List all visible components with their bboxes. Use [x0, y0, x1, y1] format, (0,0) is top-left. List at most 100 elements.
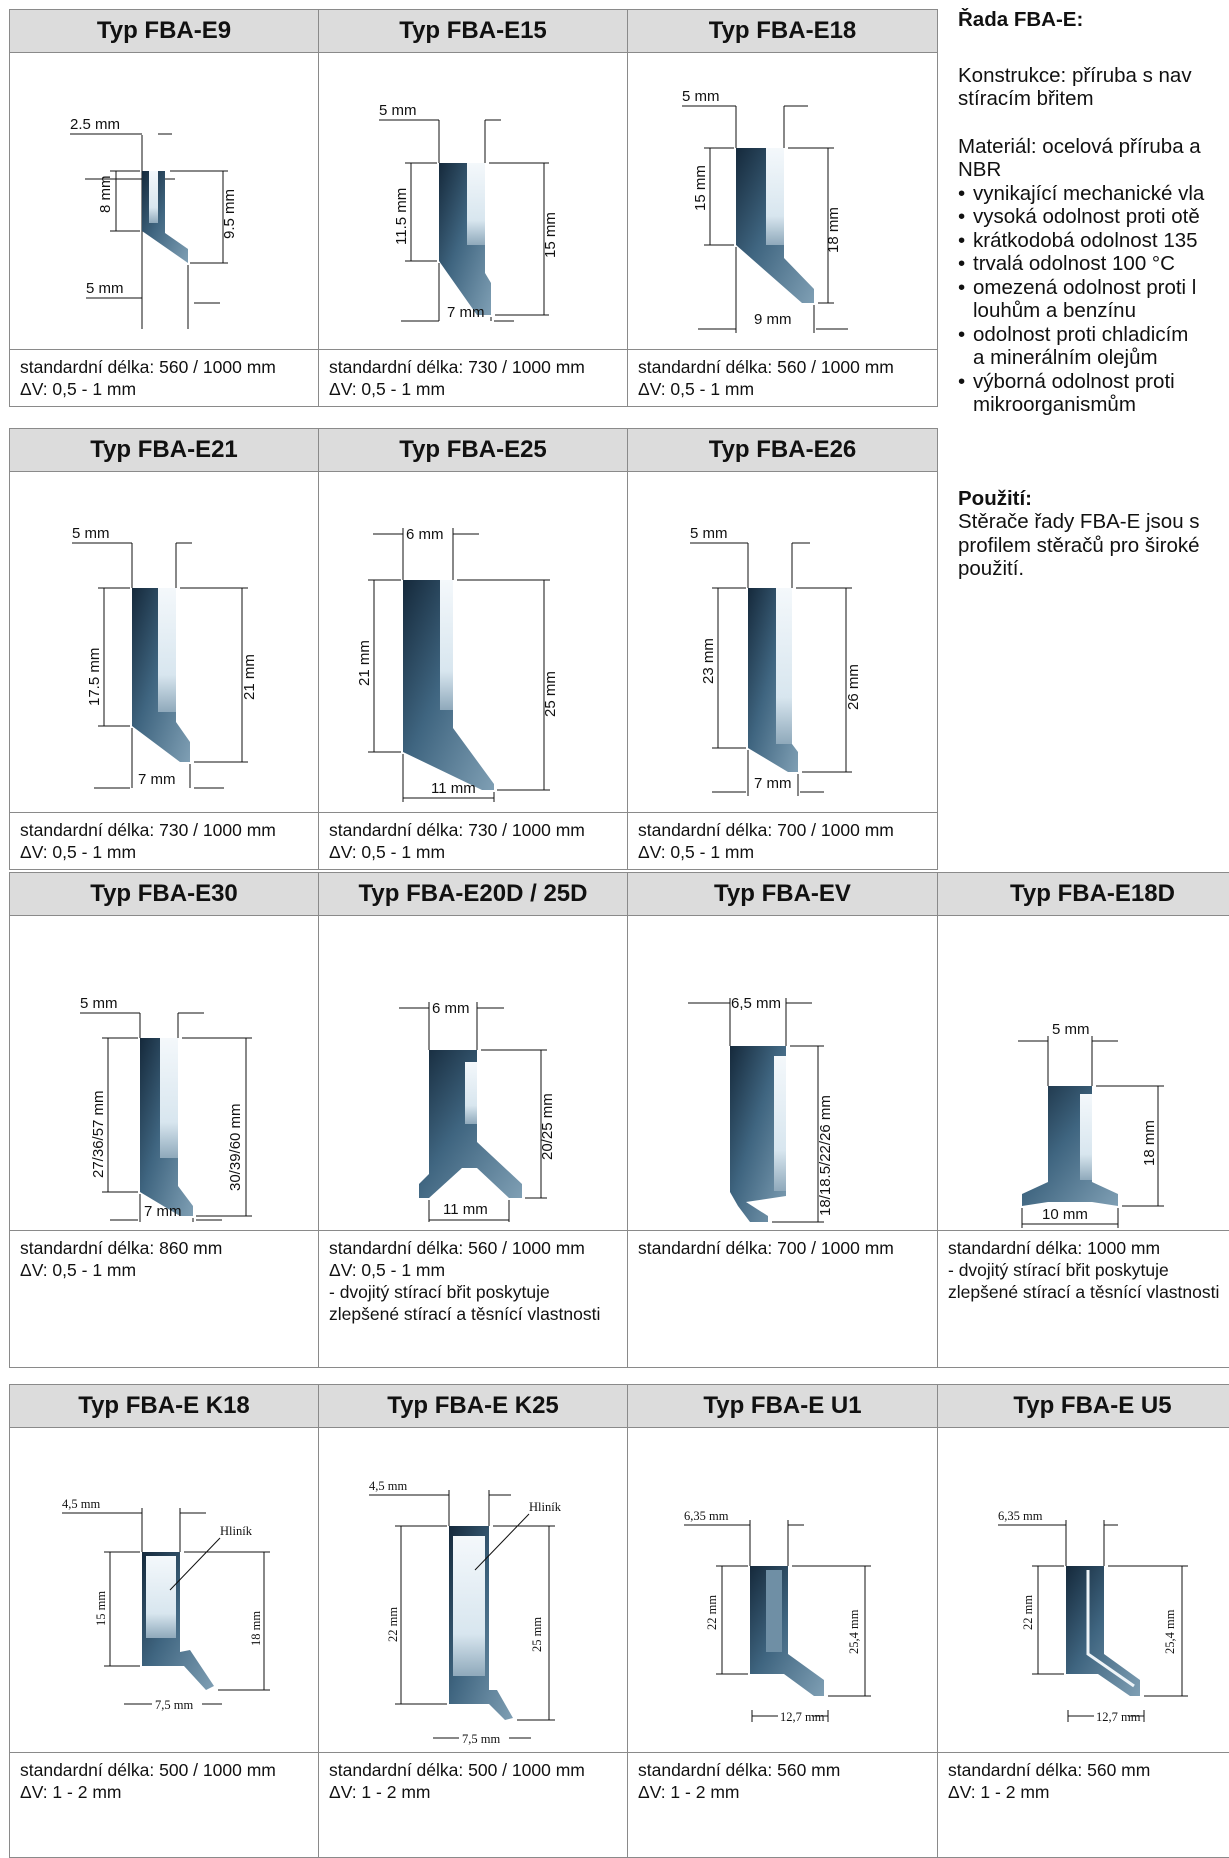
profile-drawing-u1: 6,35 mm 22 mm 25,4 mm 12,7 mm: [628, 1428, 938, 1753]
svg-text:6 mm: 6 mm: [432, 1000, 470, 1017]
svg-text:Hliník: Hliník: [529, 1500, 562, 1514]
svg-text:5 mm: 5 mm: [86, 280, 124, 297]
profile-title: Typ FBA-E9: [10, 10, 319, 53]
profile-specs: standardní délka: 730 / 1000 mm ΔV: 0,5 …: [10, 813, 319, 870]
usage-text: Stěrače řady FBA-E jsou s: [958, 510, 1229, 534]
profile-specs: standardní délka: 500 / 1000 mm ΔV: 1 - …: [319, 1753, 628, 1858]
svg-text:Hliník: Hliník: [220, 1524, 253, 1538]
profile-title: Typ FBA-E18: [628, 10, 938, 53]
profile-specs: standardní délka: 560 mm ΔV: 1 - 2 mm: [938, 1753, 1229, 1858]
profile-title: Typ FBA-E K18: [10, 1385, 319, 1428]
profile-specs: standardní délka: 730 / 1000 mm ΔV: 0,5 …: [319, 813, 628, 870]
svg-text:10 mm: 10 mm: [1042, 1206, 1088, 1223]
svg-text:7,5 mm: 7,5 mm: [462, 1732, 500, 1746]
svg-text:2.5 mm: 2.5 mm: [70, 116, 120, 133]
profile-title: Typ FBA-E K25: [319, 1385, 628, 1428]
profile-title: Typ FBA-E26: [628, 429, 938, 472]
svg-text:21 mm: 21 mm: [241, 654, 258, 700]
svg-text:12,7 mm: 12,7 mm: [1096, 1710, 1141, 1724]
svg-text:15 mm: 15 mm: [542, 212, 559, 258]
profile-specs: standardní délka: 1000 mm - dvojitý stír…: [938, 1231, 1229, 1368]
profile-table-4: Typ FBA-E K18 Typ FBA-E K25 Typ FBA-E U1…: [9, 1384, 1229, 1858]
usage-heading: Použití:: [958, 487, 1229, 511]
profile-title: Typ FBA-EV: [628, 873, 938, 916]
svg-text:5 mm: 5 mm: [379, 102, 417, 119]
profile-drawing-e26: 5 mm 23 mm 26 mm 7 mm: [628, 472, 938, 813]
svg-text:18/18.5/22/26 mm: 18/18.5/22/26 mm: [817, 1095, 834, 1216]
profile-drawing-e15: 5 mm 11.5 mm 15 mm 7 mm: [319, 53, 628, 350]
svg-text:7 mm: 7 mm: [138, 771, 176, 788]
profile-title: Typ FBA-E15: [319, 10, 628, 53]
svg-text:9 mm: 9 mm: [754, 311, 792, 328]
profile-title: Typ FBA-E20D / 25D: [319, 873, 628, 916]
usage-text: použití.: [958, 557, 1229, 581]
profile-specs: standardní délka: 560 / 1000 mm ΔV: 0,5 …: [10, 350, 319, 407]
profile-drawing-ev: 6,5 mm 18/18.5/22/26 mm: [628, 916, 938, 1231]
svg-text:20/25 mm: 20/25 mm: [539, 1093, 556, 1160]
list-item: vynikající mechanické vla: [958, 182, 1229, 206]
svg-text:7,5 mm: 7,5 mm: [155, 1698, 193, 1712]
profile-drawing-k18: 4,5 mm Hliník 15 mm 18 mm 7,5 mm: [10, 1428, 319, 1753]
construction-text: Konstrukce: příruba s nav stíracím břite…: [958, 64, 1229, 111]
svg-text:4,5 mm: 4,5 mm: [369, 1479, 407, 1493]
profile-table-2: Typ FBA-E21 Typ FBA-E25 Typ FBA-E26 5 mm…: [9, 428, 938, 870]
svg-text:27/36/57 mm: 27/36/57 mm: [90, 1090, 107, 1178]
svg-text:22 mm: 22 mm: [1021, 1595, 1035, 1630]
svg-text:18 mm: 18 mm: [249, 1611, 263, 1646]
svg-text:22 mm: 22 mm: [386, 1607, 400, 1642]
profile-drawing-e18d: 5 mm 18 mm 10 mm: [938, 916, 1229, 1231]
svg-text:18 mm: 18 mm: [1141, 1120, 1158, 1166]
profile-drawing-e25: 6 mm 21 mm 25 mm 11 mm: [319, 472, 628, 813]
svg-text:6 mm: 6 mm: [406, 526, 444, 543]
svg-text:6,5 mm: 6,5 mm: [731, 995, 781, 1012]
list-item: krátkodobá odolnost 135: [958, 229, 1229, 253]
profile-specs: standardní délka: 700 / 1000 mm ΔV: 0,5 …: [628, 813, 938, 870]
svg-text:8 mm: 8 mm: [97, 176, 114, 214]
svg-text:5 mm: 5 mm: [682, 88, 720, 105]
profile-specs: standardní délka: 700 / 1000 mm: [628, 1231, 938, 1368]
svg-text:26 mm: 26 mm: [845, 664, 862, 710]
profile-title: Typ FBA-E18D: [938, 873, 1229, 916]
profile-table-3: Typ FBA-E30 Typ FBA-E20D / 25D Typ FBA-E…: [9, 872, 1229, 1368]
svg-text:25,4 mm: 25,4 mm: [847, 1609, 861, 1654]
svg-text:5 mm: 5 mm: [80, 995, 118, 1012]
svg-text:5 mm: 5 mm: [1052, 1021, 1090, 1038]
svg-text:11.5 mm: 11.5 mm: [393, 188, 410, 245]
svg-text:22 mm: 22 mm: [705, 1595, 719, 1630]
series-description: Řada FBA-E: Konstrukce: příruba s nav st…: [958, 8, 1229, 581]
profile-title: Typ FBA-E30: [10, 873, 319, 916]
material-text: Materiál: ocelová příruba a NBR: [958, 135, 1229, 182]
svg-text:12,7 mm: 12,7 mm: [780, 1710, 825, 1724]
list-item: vysoká odolnost proti otě: [958, 205, 1229, 229]
svg-text:15 mm: 15 mm: [692, 165, 709, 211]
profile-drawing-k25: 4,5 mm Hliník 22 mm 25 mm 7,5 mm: [319, 1428, 628, 1753]
profile-specs: standardní délka: 730 / 1000 mm ΔV: 0,5 …: [319, 350, 628, 407]
svg-text:25 mm: 25 mm: [542, 671, 559, 717]
svg-text:25,4 mm: 25,4 mm: [1163, 1609, 1177, 1654]
svg-text:7 mm: 7 mm: [447, 304, 485, 321]
svg-text:7 mm: 7 mm: [754, 775, 792, 792]
profile-specs: standardní délka: 560 / 1000 mm ΔV: 0,5 …: [628, 350, 938, 407]
profile-title: Typ FBA-E25: [319, 429, 628, 472]
profile-drawing-e21: 5 mm 17.5 mm 21 mm 7 mm: [10, 472, 319, 813]
svg-text:25 mm: 25 mm: [530, 1617, 544, 1652]
usage-text: profilem stěračů pro široké: [958, 534, 1229, 558]
profile-title: Typ FBA-E U5: [938, 1385, 1229, 1428]
svg-text:18 mm: 18 mm: [825, 207, 842, 253]
svg-text:23 mm: 23 mm: [700, 638, 717, 684]
profile-specs: standardní délka: 560 / 1000 mm ΔV: 0,5 …: [319, 1231, 628, 1368]
svg-text:5 mm: 5 mm: [690, 525, 728, 542]
svg-text:6,35 mm: 6,35 mm: [998, 1509, 1043, 1523]
profile-drawing-u5: 6,35 mm 22 mm 25,4 mm 12,7 mm: [938, 1428, 1229, 1753]
profile-drawing-e9: 2.5 mm 8 mm 9.5 mm 5 mm: [10, 53, 319, 350]
svg-text:30/39/60 mm: 30/39/60 mm: [227, 1103, 244, 1191]
profile-title: Typ FBA-E21: [10, 429, 319, 472]
svg-text:17.5 mm: 17.5 mm: [86, 648, 103, 706]
profile-specs: standardní délka: 560 mm ΔV: 1 - 2 mm: [628, 1753, 938, 1858]
svg-text:11 mm: 11 mm: [431, 780, 476, 797]
svg-text:6,35 mm: 6,35 mm: [684, 1509, 729, 1523]
svg-text:7 mm: 7 mm: [144, 1203, 182, 1220]
